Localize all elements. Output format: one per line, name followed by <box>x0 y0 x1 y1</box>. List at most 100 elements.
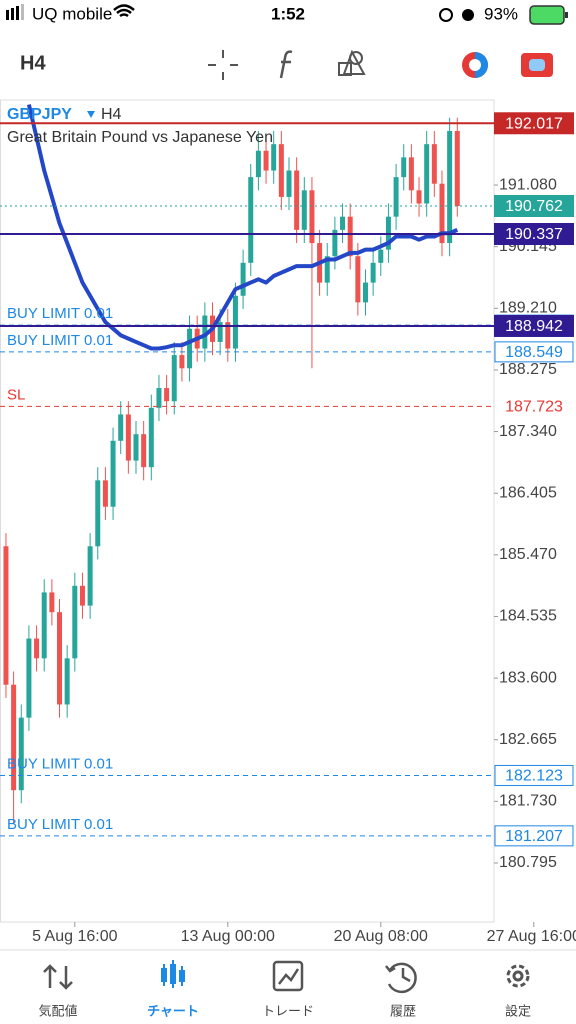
candle-body <box>79 585 85 606</box>
candle-body <box>301 190 307 230</box>
tab-label[interactable]: 設定 <box>505 1003 531 1018</box>
tab-label[interactable]: 履歴 <box>390 1003 416 1018</box>
y-tick-label: 182.665 <box>499 731 557 748</box>
candle-body <box>57 612 63 705</box>
x-tick-label: 20 Aug 08:00 <box>334 928 428 945</box>
candle-body <box>248 177 254 263</box>
candle-body <box>362 282 368 303</box>
candle-body <box>439 183 445 244</box>
plot-frame <box>0 99 495 923</box>
order-tag[interactable]: BUY LIMIT 0.01 <box>7 755 113 772</box>
price-label: 182.123 <box>505 768 563 785</box>
price-label: 188.942 <box>505 318 563 335</box>
candle-body <box>340 216 346 230</box>
x-tick-label: 13 Aug 00:00 <box>181 928 275 945</box>
candle-body <box>286 170 292 197</box>
candle-body <box>133 434 139 461</box>
candle-body <box>378 249 384 263</box>
price-box <box>494 341 574 363</box>
candle-body <box>294 170 300 230</box>
y-tick-label: 187.340 <box>499 423 557 440</box>
y-tick-label: 183.600 <box>499 669 557 686</box>
candle-body <box>355 256 361 303</box>
crosshair-icon[interactable] <box>208 50 238 80</box>
price-label: 190.337 <box>505 226 563 243</box>
candle-body <box>26 638 32 718</box>
candle-body <box>34 638 40 659</box>
candle-body <box>424 144 430 204</box>
tab-label[interactable]: 気配値 <box>38 1003 77 1018</box>
y-tick-label: 184.535 <box>499 608 557 625</box>
carrier: UQ mobile <box>32 4 112 23</box>
price-label: 188.549 <box>505 344 563 361</box>
candle-body <box>87 546 93 606</box>
candle-body <box>18 717 24 791</box>
symbol-description: Great Britain Pound vs Japanese Yen <box>7 129 273 146</box>
account-icon[interactable] <box>521 53 553 77</box>
candle-body <box>324 256 330 283</box>
price-label: 181.207 <box>505 828 563 845</box>
candle-body <box>102 480 108 507</box>
candle-body <box>232 295 238 349</box>
candle-body <box>148 407 154 468</box>
x-tick-label: 5 Aug 16:00 <box>32 928 118 945</box>
candle-body <box>431 144 437 184</box>
candle-body <box>187 328 193 369</box>
price-box <box>494 223 574 246</box>
candle-body <box>95 480 101 547</box>
order-tag[interactable]: BUY LIMIT 0.01 <box>7 305 113 322</box>
candle-body <box>408 157 414 191</box>
candle-body <box>3 546 9 685</box>
axes: 191.080190.145189.210188.275187.340186.4… <box>32 176 576 945</box>
y-tick-label: 185.470 <box>499 546 557 563</box>
candle-body <box>309 190 315 244</box>
candle-body <box>225 322 231 349</box>
candle-body <box>64 658 70 705</box>
candle-body <box>11 684 17 791</box>
candle-body <box>401 157 407 178</box>
x-tick-label: 27 Aug 16:00 <box>487 928 576 945</box>
symbol[interactable]: GBPJPY <box>7 106 72 123</box>
chart-icon <box>161 960 185 988</box>
price-box <box>494 314 574 337</box>
price-box <box>494 825 574 847</box>
trade-icon[interactable] <box>462 52 488 78</box>
tab-label[interactable]: チャート <box>147 1003 199 1018</box>
candle-body <box>118 414 124 441</box>
status-bar: UQ mobile 1:52 93% <box>6 4 568 25</box>
candle-body <box>240 262 246 296</box>
y-tick-label: 180.795 <box>499 854 557 871</box>
y-tick-label: 189.210 <box>499 300 557 317</box>
candle-body <box>416 190 422 204</box>
period: H4 <box>101 106 122 123</box>
chart-header: GBPJPY H4 Great Britain Pound vs Japanes… <box>7 106 273 146</box>
candle-body <box>125 414 131 461</box>
quotes-icon <box>43 964 73 990</box>
candle-body <box>110 440 116 507</box>
candle-body <box>171 355 177 402</box>
objects-icon[interactable] <box>338 49 366 76</box>
price-label: 187.723 <box>505 399 563 416</box>
tab-label[interactable]: トレード <box>262 1003 314 1018</box>
battery-level: 93% <box>484 4 518 23</box>
candle-body <box>393 177 399 217</box>
toolbar: H4 <box>20 49 553 80</box>
y-tick-label: 188.275 <box>499 361 557 378</box>
history-icon <box>385 962 417 994</box>
timeframe-button[interactable]: H4 <box>20 52 46 74</box>
order-tag[interactable]: BUY LIMIT 0.01 <box>7 332 113 349</box>
candle-body <box>202 315 208 349</box>
price-box <box>494 112 574 135</box>
candle-body <box>164 388 170 402</box>
candle-body <box>454 130 460 206</box>
order-tag[interactable]: BUY LIMIT 0.01 <box>7 816 113 833</box>
clock: 1:52 <box>271 4 305 23</box>
candle-body <box>263 150 269 171</box>
candle-body <box>41 592 47 659</box>
plot-area <box>3 104 460 824</box>
y-tick-label: 186.405 <box>499 484 557 501</box>
indicators-icon[interactable] <box>279 50 293 79</box>
order-tag[interactable]: SL <box>7 386 25 403</box>
price-levels: 192.017 190.762 190.337 BUY LIMIT 0.01 188.9… <box>0 112 574 847</box>
y-tick-label: 181.730 <box>499 793 557 810</box>
